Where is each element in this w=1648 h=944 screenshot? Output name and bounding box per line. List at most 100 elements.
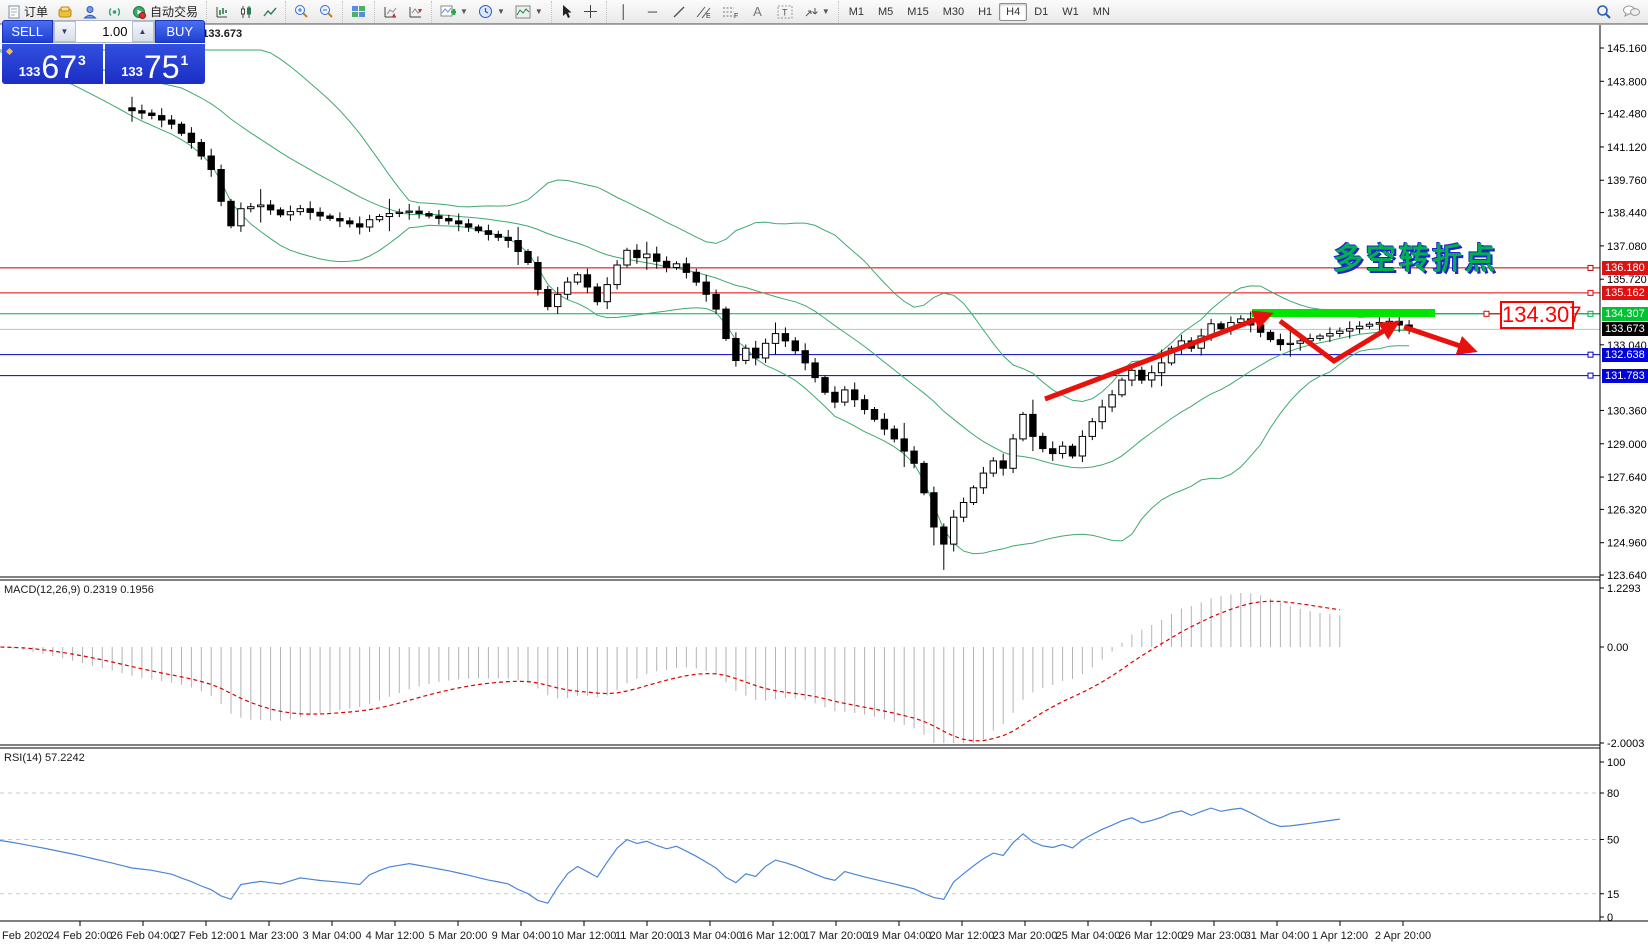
signal-button[interactable] xyxy=(102,1,127,23)
chart-forward-button[interactable] xyxy=(403,1,428,23)
zoom-in-button[interactable] xyxy=(289,1,314,23)
svg-text:129.000: 129.000 xyxy=(1607,439,1647,451)
line-chart-button[interactable] xyxy=(258,1,282,23)
timeframe-h1-button[interactable]: H1 xyxy=(978,5,993,18)
timeframe-m5-button[interactable]: M5 xyxy=(878,5,894,18)
svg-text:135.720: 135.720 xyxy=(1607,274,1647,286)
toolbar: 订单 自动交易 xyxy=(0,0,1648,24)
chart-back-button[interactable] xyxy=(378,1,403,23)
time-axis-label: 9 Mar 04:00 xyxy=(491,930,551,942)
fibonacci-tool[interactable]: F xyxy=(717,1,743,23)
svg-text:127.640: 127.640 xyxy=(1607,472,1647,484)
time-axis-label: 3 Mar 04:00 xyxy=(302,930,362,942)
arrows-tool-icon xyxy=(803,5,818,19)
ask-sup: 1 xyxy=(180,52,189,68)
templates-button[interactable]: ▼ xyxy=(510,1,548,23)
new-order-button[interactable]: 订单 xyxy=(3,1,53,23)
arrows-tool-caret[interactable]: ▼ xyxy=(821,7,830,16)
price-line-label: 132.638 xyxy=(1602,347,1648,362)
volume-increase-button[interactable]: ▲ xyxy=(131,21,154,42)
search-button[interactable] xyxy=(1591,1,1617,23)
price-callout-box[interactable]: 134.307 xyxy=(1500,301,1582,329)
toolbar-group-profiles xyxy=(374,0,431,23)
rsi-value: 57.2242 xyxy=(44,752,85,764)
period-caret[interactable]: ▼ xyxy=(496,7,505,16)
volume-control: ▼ ▲ xyxy=(52,20,155,43)
volume-decrease-button[interactable]: ▼ xyxy=(53,21,76,42)
ask-big: 75 xyxy=(143,49,180,85)
bid-prefix: 133 xyxy=(18,64,41,79)
time-axis-label: 10 Mar 12:00 xyxy=(551,930,617,942)
wallet-icon xyxy=(58,5,73,19)
autotrading-button[interactable]: 自动交易 xyxy=(127,1,203,23)
add-indicator-caret[interactable]: ▼ xyxy=(460,7,468,16)
price-line-label: 131.783 xyxy=(1602,368,1648,383)
bar-chart-icon xyxy=(215,5,229,19)
time-axis-label: 26 Mar 12:00 xyxy=(1118,930,1184,942)
time-axis-label: 4 Mar 12:00 xyxy=(365,930,425,942)
crosshair-button[interactable] xyxy=(578,1,603,23)
toolbar-group-zoom xyxy=(285,0,342,23)
rsi-label: RSI(14) 57.2242 xyxy=(4,752,85,764)
volume-input[interactable] xyxy=(75,21,132,42)
buy-button[interactable]: BUY xyxy=(154,20,205,43)
svg-text:124.960: 124.960 xyxy=(1607,538,1647,550)
signal-broadcast-icon xyxy=(107,5,122,19)
price-line-label: 135.162 xyxy=(1602,285,1648,300)
wallet-button[interactable] xyxy=(53,1,78,23)
toolbar-group-timeframes: M1 M5 M15 M30 H1 H4 D1 W1 MN xyxy=(837,0,1120,23)
cursor-button[interactable] xyxy=(555,1,578,23)
horizontal-line-icon: ─ xyxy=(647,4,658,19)
time-axis-label: 24 Feb 20:00 xyxy=(47,930,113,942)
time-axis-label: 20 Mar 12:00 xyxy=(929,930,995,942)
toolbar-group-windows xyxy=(342,0,374,23)
text-tool[interactable]: A xyxy=(743,1,772,23)
svg-text:50: 50 xyxy=(1607,835,1619,847)
tile-windows-button[interactable] xyxy=(346,1,371,23)
toolbar-group-chart-type xyxy=(206,0,285,23)
chart-canvas[interactable]: 145.160 143.800 142.480 141.120 139.760 138.4… xyxy=(0,24,1648,944)
text-A-icon: A xyxy=(753,4,762,19)
turning-point-annotation: 多空转折点 xyxy=(1333,243,1498,276)
zoom-out-button[interactable] xyxy=(314,1,339,23)
timeframe-m1-button[interactable]: M1 xyxy=(848,5,865,18)
tile-windows-icon xyxy=(351,5,366,19)
candlestick-chart-button[interactable] xyxy=(234,1,258,23)
crosshair-icon xyxy=(583,4,598,19)
expert-button[interactable] xyxy=(78,1,102,23)
arrows-tool[interactable]: ▼ xyxy=(798,1,835,23)
chat-button[interactable] xyxy=(1617,1,1645,23)
timeframe-mn-button[interactable]: MN xyxy=(1092,5,1110,18)
svg-text:E: E xyxy=(706,13,711,19)
sell-button[interactable]: SELL xyxy=(2,20,53,43)
add-indicator-button[interactable]: ▼ xyxy=(435,1,473,23)
ask-price-display[interactable]: 133 75 1 xyxy=(104,44,205,85)
bid-price-display[interactable]: 133 67 3 xyxy=(2,44,103,84)
text-label-tool[interactable]: T xyxy=(772,1,798,23)
templates-caret[interactable]: ▼ xyxy=(534,7,543,16)
svg-text:-2.0003: -2.0003 xyxy=(1607,738,1644,750)
period-clock-button[interactable]: ▼ xyxy=(473,1,510,23)
svg-text:143.800: 143.800 xyxy=(1607,76,1647,88)
channel-tool[interactable]: E xyxy=(691,1,717,23)
bar-chart-button[interactable] xyxy=(210,1,234,23)
timeframe-d1-button[interactable]: D1 xyxy=(1034,5,1049,18)
timeframe-m30-button[interactable]: M30 xyxy=(942,5,965,18)
chart-area[interactable]: 145.160 143.800 142.480 141.120 139.760 138.4… xyxy=(0,24,1648,944)
toolbar-group-right xyxy=(1588,1,1648,23)
tick-direction-icon xyxy=(5,47,14,56)
trendline-tool[interactable] xyxy=(667,1,691,23)
timeframe-w1-button[interactable]: W1 xyxy=(1062,5,1079,18)
vertical-line-tool[interactable]: │ xyxy=(610,1,638,23)
time-axis-label: 1 Mar 23:00 xyxy=(239,930,299,942)
time-axis-label: 31 Mar 04:00 xyxy=(1244,930,1310,942)
horizontal-line-tool[interactable]: ─ xyxy=(638,1,667,23)
time-axis-label: 19 Mar 04:00 xyxy=(866,930,932,942)
timeframe-m15-button[interactable]: M15 xyxy=(907,5,929,18)
svg-text:126.320: 126.320 xyxy=(1607,504,1647,516)
price-line-label: 134.307 xyxy=(1602,306,1648,321)
svg-text:123.640: 123.640 xyxy=(1607,570,1647,582)
timeframe-h4-button[interactable]: H4 xyxy=(999,2,1028,21)
svg-text:130.360: 130.360 xyxy=(1607,405,1647,417)
